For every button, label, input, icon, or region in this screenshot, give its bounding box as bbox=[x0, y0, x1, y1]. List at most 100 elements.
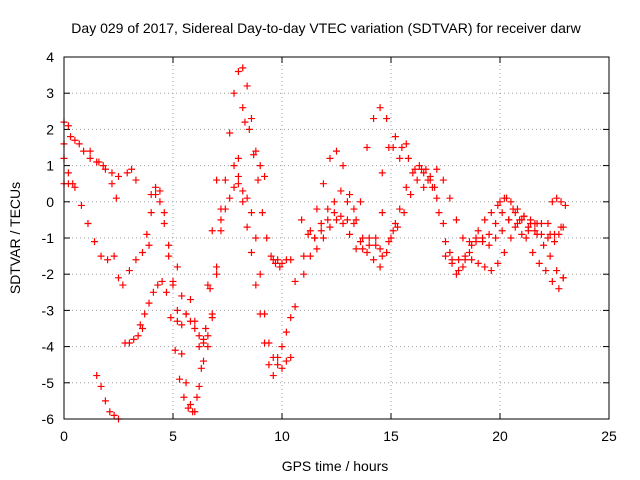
data-point bbox=[193, 393, 201, 401]
data-point bbox=[173, 306, 181, 314]
data-point bbox=[191, 408, 199, 416]
data-point bbox=[498, 227, 506, 235]
data-point bbox=[442, 252, 449, 260]
data-point bbox=[546, 230, 554, 238]
data-point bbox=[492, 234, 500, 242]
data-point bbox=[197, 364, 205, 372]
data-point bbox=[548, 198, 556, 206]
data-point bbox=[524, 223, 532, 231]
data-point bbox=[206, 285, 214, 293]
data-point bbox=[145, 241, 153, 249]
data-point bbox=[77, 201, 85, 209]
data-point bbox=[221, 205, 229, 213]
data-point bbox=[106, 408, 114, 416]
data-point bbox=[171, 346, 179, 354]
data-point bbox=[474, 227, 482, 235]
data-point bbox=[178, 321, 186, 329]
data-point bbox=[234, 67, 242, 75]
data-point bbox=[147, 209, 155, 217]
data-point bbox=[509, 205, 517, 213]
data-point bbox=[559, 223, 567, 231]
x-tick-label: 25 bbox=[601, 428, 617, 444]
data-point bbox=[465, 238, 473, 246]
data-point bbox=[505, 216, 513, 224]
data-point bbox=[152, 191, 160, 199]
data-point bbox=[365, 234, 373, 242]
data-point bbox=[426, 172, 434, 180]
data-point bbox=[252, 281, 260, 289]
data-point bbox=[180, 393, 188, 401]
data-point bbox=[370, 256, 378, 264]
data-point bbox=[494, 201, 502, 209]
data-point bbox=[346, 191, 354, 199]
data-series bbox=[123, 165, 140, 184]
data-point bbox=[376, 245, 384, 253]
x-tick-label: 15 bbox=[383, 428, 399, 444]
data-point bbox=[156, 198, 164, 206]
y-tick-label: -6 bbox=[42, 411, 55, 427]
data-point bbox=[535, 259, 543, 267]
x-axis-label: GPS time / hours bbox=[282, 458, 389, 474]
data-point bbox=[356, 198, 364, 206]
data-point bbox=[208, 227, 216, 235]
data-point bbox=[152, 183, 160, 191]
data-point bbox=[527, 220, 535, 228]
data-point bbox=[544, 234, 552, 242]
data-point bbox=[537, 220, 545, 228]
data-point bbox=[383, 115, 391, 123]
data-series bbox=[548, 194, 569, 209]
data-point bbox=[548, 277, 556, 285]
data-point bbox=[507, 198, 515, 206]
data-point bbox=[71, 183, 79, 191]
data-series bbox=[300, 216, 399, 278]
data-point bbox=[204, 343, 212, 351]
data-point bbox=[370, 115, 378, 123]
data-point bbox=[407, 191, 415, 199]
data-series bbox=[115, 241, 153, 289]
data-point bbox=[503, 194, 511, 202]
data-point bbox=[326, 154, 334, 162]
data-point bbox=[261, 339, 269, 347]
data-point bbox=[132, 256, 140, 264]
data-series bbox=[496, 194, 567, 293]
data-point bbox=[217, 216, 225, 224]
data-point bbox=[230, 89, 238, 97]
data-point bbox=[468, 241, 476, 249]
data-point bbox=[291, 303, 299, 311]
data-point bbox=[204, 332, 212, 340]
data-point bbox=[326, 223, 334, 231]
data-series bbox=[269, 256, 299, 285]
data-point bbox=[465, 248, 473, 256]
data-point bbox=[184, 404, 192, 412]
data-point bbox=[267, 252, 275, 260]
data-point bbox=[69, 180, 77, 188]
data-point bbox=[241, 118, 249, 126]
data-point bbox=[459, 234, 467, 242]
data-point bbox=[71, 136, 79, 144]
data-point bbox=[243, 194, 251, 202]
data-point bbox=[99, 162, 107, 170]
data-point bbox=[518, 230, 526, 238]
data-point bbox=[160, 209, 168, 217]
data-point bbox=[498, 209, 506, 217]
data-point bbox=[363, 248, 371, 256]
data-point bbox=[158, 277, 166, 285]
data-point bbox=[372, 234, 380, 242]
data-point bbox=[64, 122, 72, 130]
data-point bbox=[115, 274, 122, 282]
data-point bbox=[337, 187, 345, 195]
data-point bbox=[154, 281, 162, 289]
data-series bbox=[241, 118, 284, 271]
data-point bbox=[64, 169, 72, 177]
data-point bbox=[123, 169, 131, 177]
data-point bbox=[317, 220, 325, 228]
data-point bbox=[365, 241, 373, 249]
data-point bbox=[101, 397, 109, 405]
data-series bbox=[311, 187, 384, 264]
data-point bbox=[217, 227, 225, 235]
data-point bbox=[156, 187, 164, 195]
data-point bbox=[529, 248, 537, 256]
data-point bbox=[97, 252, 105, 260]
data-point bbox=[522, 234, 530, 242]
data-point bbox=[319, 234, 327, 242]
